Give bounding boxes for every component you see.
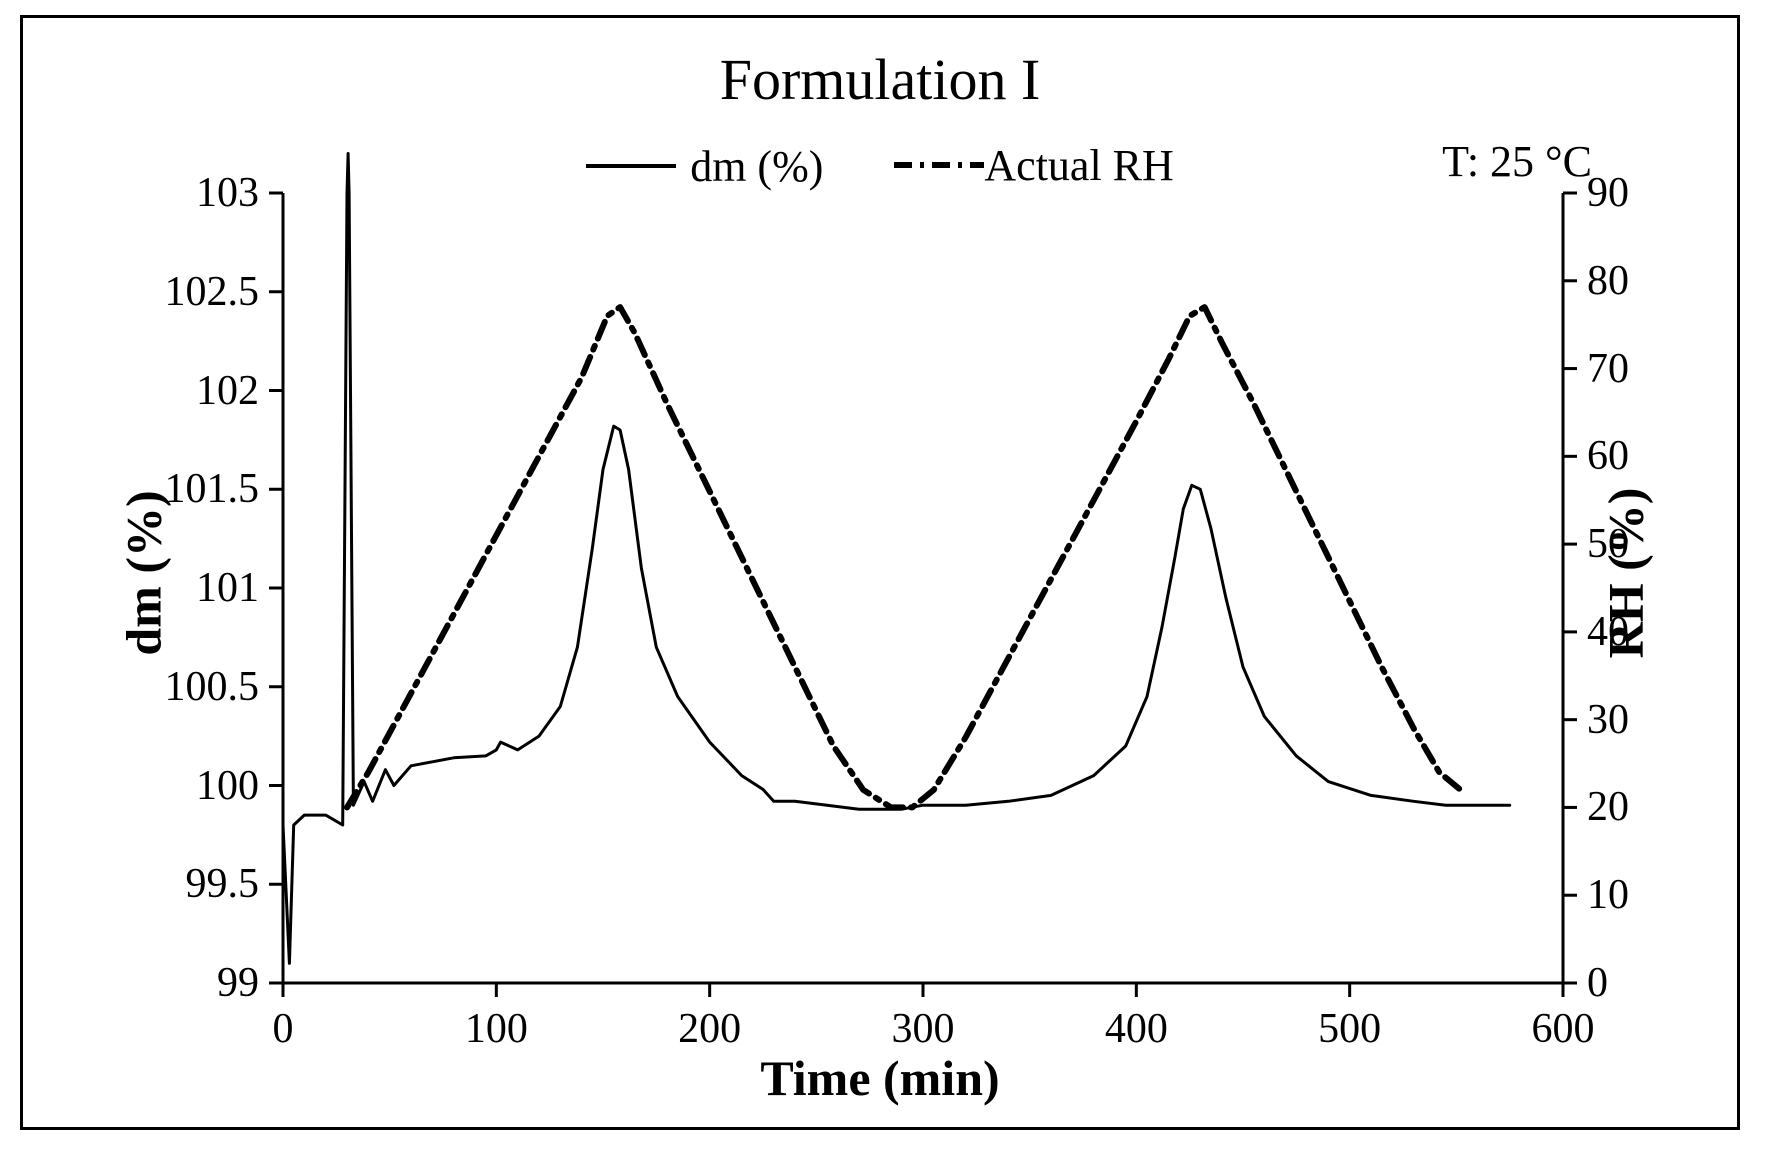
tick-label: 100: [465, 1005, 528, 1053]
legend-item-rh: Actual RH: [894, 140, 1173, 191]
tick-label: 500: [1318, 1005, 1381, 1053]
legend-swatch-solid: [586, 164, 676, 168]
tick-label: 30: [1587, 696, 1629, 744]
tick-label: 200: [678, 1005, 741, 1053]
tick-label: 102.5: [165, 268, 260, 316]
tick-label: 102: [196, 367, 259, 415]
tick-label: 60: [1587, 432, 1629, 480]
tick-label: 100: [196, 762, 259, 810]
tick-label: 400: [1105, 1005, 1168, 1053]
tick-label: 90: [1587, 169, 1629, 217]
tick-label: 80: [1587, 257, 1629, 305]
tick-label: 0: [273, 1005, 294, 1053]
tick-label: 600: [1532, 1005, 1595, 1053]
legend-item-dm: dm (%): [586, 141, 823, 192]
legend-swatch-dashdot: [894, 162, 984, 168]
tick-label: 101.5: [165, 465, 260, 513]
chart-frame: Formulation I dm (%) Actual RH T: 25 °C …: [20, 15, 1740, 1130]
legend-label-rh: Actual RH: [984, 140, 1173, 191]
tick-label: 101: [196, 564, 259, 612]
tick-label: 0: [1587, 959, 1608, 1007]
temperature-note: T: 25 °C: [1442, 136, 1592, 187]
tick-label: 103: [196, 169, 259, 217]
legend-label-dm: dm (%): [690, 141, 823, 192]
tick-label: 70: [1587, 345, 1629, 393]
tick-label: 10: [1587, 871, 1629, 919]
tick-label: 50: [1587, 520, 1629, 568]
tick-label: 99.5: [186, 860, 260, 908]
x-axis-label: Time (min): [23, 1049, 1737, 1107]
plot-area: [283, 193, 1563, 983]
tick-label: 100.5: [165, 663, 260, 711]
chart-title: Formulation I: [23, 46, 1737, 113]
y-left-axis-label: dm (%): [115, 490, 173, 655]
tick-label: 300: [892, 1005, 955, 1053]
tick-label: 20: [1587, 783, 1629, 831]
tick-label: 99: [217, 959, 259, 1007]
plot-svg: [283, 193, 1563, 983]
tick-label: 40: [1587, 608, 1629, 656]
